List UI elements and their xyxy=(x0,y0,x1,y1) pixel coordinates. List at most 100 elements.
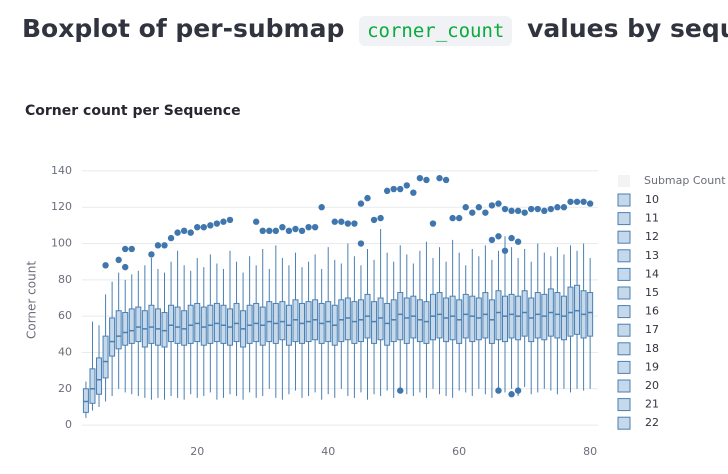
box xyxy=(253,302,260,343)
legend-label: 15 xyxy=(645,286,659,299)
outlier xyxy=(331,218,338,225)
header-code: corner_count xyxy=(359,16,513,46)
box xyxy=(148,304,155,344)
y-tick-label: 140 xyxy=(51,164,72,177)
outlier xyxy=(344,220,352,227)
legend-title: Submap Count xyxy=(644,174,726,187)
outlier xyxy=(226,216,234,224)
box xyxy=(560,295,567,341)
box xyxy=(194,302,201,343)
box xyxy=(259,306,266,346)
outlier xyxy=(534,205,541,213)
box xyxy=(161,312,168,348)
outlier xyxy=(449,214,456,222)
legend-label: 12 xyxy=(645,230,659,243)
y-tick-label: 80 xyxy=(58,273,72,286)
legend-swatch xyxy=(617,416,631,430)
box xyxy=(403,297,410,344)
box xyxy=(495,290,502,341)
box xyxy=(528,297,535,343)
box xyxy=(567,286,574,337)
y-axis-label: Corner count xyxy=(25,261,39,339)
legend-swatch xyxy=(617,342,631,356)
legend-swatch xyxy=(617,398,631,412)
y-tick-label: 60 xyxy=(58,309,72,322)
box xyxy=(429,293,436,341)
box xyxy=(96,357,103,395)
outlier xyxy=(514,207,522,215)
y-tick-label: 120 xyxy=(51,200,72,213)
outlier xyxy=(560,204,568,211)
box xyxy=(508,293,515,339)
outlier xyxy=(383,187,391,195)
outlier xyxy=(220,218,227,225)
box xyxy=(279,301,286,341)
legend-swatch xyxy=(617,212,631,226)
outlier xyxy=(547,205,555,213)
box xyxy=(246,304,253,344)
header-text: values by sequence xyxy=(527,14,728,43)
box xyxy=(423,301,430,344)
box xyxy=(122,312,129,346)
legend-label: 19 xyxy=(645,360,659,373)
box xyxy=(384,302,391,346)
outlier xyxy=(115,256,122,264)
outlier xyxy=(252,218,260,225)
box xyxy=(181,310,188,346)
outlier xyxy=(122,263,129,271)
outlier xyxy=(351,220,358,227)
outlier xyxy=(508,207,515,215)
outlier xyxy=(298,227,306,235)
box xyxy=(187,304,194,344)
outlier xyxy=(167,234,175,242)
x-tick-label: 80 xyxy=(583,445,597,458)
outlier xyxy=(528,205,535,213)
outlier xyxy=(370,216,378,224)
outlier xyxy=(469,209,476,216)
chart-title: Corner count per Sequence xyxy=(25,103,241,119)
outlier xyxy=(128,245,135,253)
box xyxy=(416,299,423,343)
box xyxy=(456,299,463,344)
outlier xyxy=(508,234,515,242)
box xyxy=(338,299,345,343)
outlier xyxy=(455,214,463,222)
box xyxy=(102,335,109,379)
page-header: Boxplot of per-submap corner_count value… xyxy=(22,14,728,46)
legend-swatch xyxy=(617,230,631,244)
outlier xyxy=(501,247,509,254)
outlier xyxy=(586,200,594,207)
outlier xyxy=(475,204,483,211)
box xyxy=(515,295,522,341)
legend-label: 17 xyxy=(645,323,659,336)
outlier xyxy=(514,387,522,394)
outlier xyxy=(180,227,188,235)
outlier xyxy=(266,227,273,235)
box xyxy=(462,293,469,339)
y-tick-label: 40 xyxy=(58,345,72,358)
box xyxy=(168,304,175,343)
box xyxy=(213,302,220,343)
outlier xyxy=(429,220,437,227)
legend-swatch xyxy=(617,193,631,207)
outlier xyxy=(364,194,371,202)
outlier xyxy=(390,185,397,193)
outlier xyxy=(102,262,109,269)
outlier xyxy=(416,174,424,182)
box xyxy=(82,388,89,413)
outlier xyxy=(292,225,299,233)
box xyxy=(344,297,351,341)
outlier xyxy=(541,207,548,215)
box xyxy=(135,306,142,343)
legend-swatch xyxy=(617,379,631,393)
box xyxy=(154,308,161,346)
outlier xyxy=(279,223,286,231)
outlier xyxy=(514,238,522,245)
outlier xyxy=(161,242,168,249)
outlier xyxy=(148,251,155,258)
box xyxy=(443,297,450,343)
box xyxy=(233,302,240,343)
legend-label: 14 xyxy=(645,267,659,280)
outlier xyxy=(580,198,587,205)
